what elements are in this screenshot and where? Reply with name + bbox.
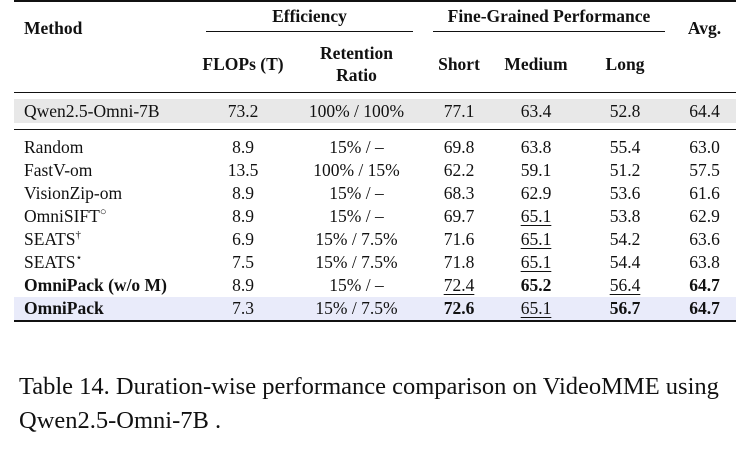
- cell-long: 54.4: [609, 252, 641, 272]
- cell-long: 55.4: [609, 137, 641, 157]
- method-superscript: ⋆: [75, 252, 83, 264]
- cell-avg: 57.5: [689, 160, 720, 180]
- table-row: VisionZip-om 8.9 15% / – 68.3 62.9 53.6 61.6: [14, 182, 736, 205]
- cell-avg: 62.9: [689, 206, 720, 226]
- cell-short: 77.1: [423, 99, 495, 123]
- cell-retention: 15% / –: [329, 137, 384, 157]
- cell-short: 69.7: [443, 206, 475, 226]
- cell-flops: 7.3: [196, 297, 290, 322]
- cell-medium: 63.4: [495, 99, 577, 123]
- cell-short: 72.4: [443, 275, 475, 295]
- cell-method: OmniSIFT○: [24, 206, 107, 226]
- cell-short: 62.2: [443, 160, 475, 180]
- cell-medium: 65.1: [520, 206, 552, 226]
- cell-long: 53.6: [609, 183, 641, 203]
- header-short: Short: [423, 36, 495, 93]
- cell-long: 53.8: [609, 206, 641, 226]
- cell-long: 54.2: [609, 229, 641, 249]
- table-row: SEATS⋆ 7.5 15% / 7.5% 71.8 65.1 54.4 63.8: [14, 251, 736, 274]
- cell-method: SEATS⋆: [24, 252, 83, 272]
- cell-short: 71.8: [443, 252, 475, 272]
- cell-medium: 65.1: [520, 252, 552, 272]
- cell-method: Qwen2.5-Omni-7B: [14, 99, 196, 123]
- cell-short: 68.3: [443, 183, 475, 203]
- table-row-baseline: Qwen2.5-Omni-7B 73.2 100% / 100% 77.1 63…: [14, 99, 736, 123]
- cell-retention: 15% / 7.5%: [315, 252, 398, 272]
- cell-flops: 8.9: [232, 275, 254, 295]
- cell-retention: 15% / –: [329, 183, 384, 203]
- table-row: FastV-om 13.5 100% / 15% 62.2 59.1 51.2 57.5: [14, 159, 736, 182]
- header-row-1: Method Efficiency Fine-Grained Performan…: [14, 0, 736, 93]
- header-fine-grained: Fine-Grained Performance: [423, 0, 673, 36]
- cell-short: 72.6: [423, 297, 495, 322]
- header-retention: Retention Ratio: [290, 36, 423, 93]
- cell-medium: 62.9: [520, 183, 552, 203]
- cell-flops: 73.2: [196, 99, 290, 123]
- cell-medium: 65.1: [520, 229, 552, 249]
- table-row: OmniPack (w/o M) 8.9 15% / – 72.4 65.2 56.4 64…: [14, 274, 736, 297]
- cell-method: SEATS†: [24, 229, 82, 249]
- cell-long: 56.4: [609, 275, 641, 295]
- header-method: Method: [14, 0, 196, 93]
- method-superscript: †: [75, 229, 82, 241]
- cell-avg: 61.6: [689, 183, 720, 203]
- header-flops: FLOPs (T): [196, 36, 290, 93]
- cell-flops: 13.5: [227, 160, 259, 180]
- cell-avg: 63.0: [689, 137, 720, 157]
- table-row: Random 8.9 15% / – 69.8 63.8 55.4 63.0: [14, 136, 736, 159]
- table-row: OmniSIFT○ 8.9 15% / – 69.7 65.1 53.8 62.9: [14, 205, 736, 228]
- cell-method: FastV-om: [24, 160, 93, 180]
- cell-retention: 15% / 7.5%: [290, 297, 423, 322]
- cell-method: Random: [24, 137, 84, 157]
- cell-retention: 15% / 7.5%: [315, 229, 398, 249]
- cell-flops: 7.5: [232, 252, 254, 272]
- cell-retention: 15% / –: [329, 206, 384, 226]
- cell-medium: 63.8: [520, 137, 552, 157]
- cell-flops: 8.9: [232, 206, 254, 226]
- cell-short: 69.8: [443, 137, 475, 157]
- table-body: Qwen2.5-Omni-7B 73.2 100% / 100% 77.1 63…: [14, 93, 736, 322]
- table-row: SEATS† 6.9 15% / 7.5% 71.6 65.1 54.2 63.6: [14, 228, 736, 251]
- header-long: Long: [577, 36, 673, 93]
- cell-retention: 100% / 15%: [313, 160, 400, 180]
- header-medium: Medium: [495, 36, 577, 93]
- cell-method: OmniPack (w/o M): [24, 275, 167, 295]
- header-avg: Avg.: [673, 0, 736, 93]
- cell-short: 71.6: [443, 229, 475, 249]
- table-row: OmniPack 7.3 15% / 7.5% 72.6 65.1 56.7 64.7: [14, 297, 736, 322]
- cell-retention: 100% / 100%: [290, 99, 423, 123]
- cell-flops: 8.9: [232, 183, 254, 203]
- header-efficiency: Efficiency: [196, 0, 423, 36]
- cell-avg: 64.7: [689, 275, 720, 295]
- cell-long: 51.2: [609, 160, 641, 180]
- cell-medium: 65.2: [520, 275, 552, 295]
- method-superscript: ○: [99, 206, 107, 218]
- cell-retention: 15% / –: [329, 275, 384, 295]
- header-row-2: FLOPs (T) Retention Ratio Short Medium Lo…: [14, 36, 736, 93]
- cell-avg: 64.4: [673, 99, 736, 123]
- results-table-container: Method Efficiency Fine-Grained Performan…: [14, 0, 736, 322]
- cell-avg: 64.7: [673, 297, 736, 322]
- cell-method: VisionZip-om: [24, 183, 123, 203]
- results-table: Method Efficiency Fine-Grained Performan…: [14, 0, 736, 322]
- cell-flops: 8.9: [232, 137, 254, 157]
- table-caption: Table 14. Duration-wise performance comp…: [19, 373, 719, 434]
- cell-medium: 65.1: [495, 297, 577, 322]
- cell-long: 52.8: [577, 99, 673, 123]
- cell-method: OmniPack: [14, 297, 196, 322]
- cell-avg: 63.8: [689, 252, 720, 272]
- cell-long: 56.7: [577, 297, 673, 322]
- cell-avg: 63.6: [689, 229, 720, 249]
- cell-flops: 6.9: [232, 229, 254, 249]
- cell-medium: 59.1: [520, 160, 552, 180]
